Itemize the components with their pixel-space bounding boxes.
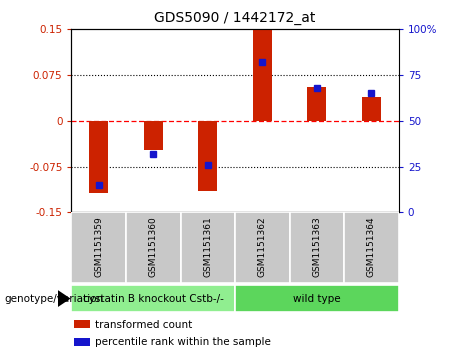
Bar xyxy=(198,121,218,191)
Text: wild type: wild type xyxy=(293,294,341,303)
Text: cystatin B knockout Cstb-/-: cystatin B knockout Cstb-/- xyxy=(83,294,224,303)
Bar xyxy=(71,285,235,313)
Bar xyxy=(71,212,126,283)
Bar xyxy=(253,30,272,121)
Bar xyxy=(126,212,181,283)
Bar xyxy=(89,121,108,193)
Text: GSM1151362: GSM1151362 xyxy=(258,216,267,277)
Text: GSM1151360: GSM1151360 xyxy=(149,216,158,277)
Bar xyxy=(181,212,235,283)
Bar xyxy=(74,320,89,328)
Text: GSM1151363: GSM1151363 xyxy=(313,216,321,277)
Bar xyxy=(235,285,399,313)
Text: GSM1151361: GSM1151361 xyxy=(203,216,213,277)
Bar xyxy=(144,121,163,150)
Text: GSM1151364: GSM1151364 xyxy=(367,216,376,277)
Bar xyxy=(307,87,326,121)
Title: GDS5090 / 1442172_at: GDS5090 / 1442172_at xyxy=(154,11,316,25)
Text: percentile rank within the sample: percentile rank within the sample xyxy=(95,337,271,347)
Bar xyxy=(290,212,344,283)
Bar xyxy=(362,98,381,121)
Bar xyxy=(74,338,89,346)
Polygon shape xyxy=(58,290,71,307)
Text: GSM1151359: GSM1151359 xyxy=(94,216,103,277)
Text: genotype/variation: genotype/variation xyxy=(5,294,104,303)
Bar xyxy=(344,212,399,283)
Text: transformed count: transformed count xyxy=(95,319,192,330)
Bar xyxy=(235,212,290,283)
